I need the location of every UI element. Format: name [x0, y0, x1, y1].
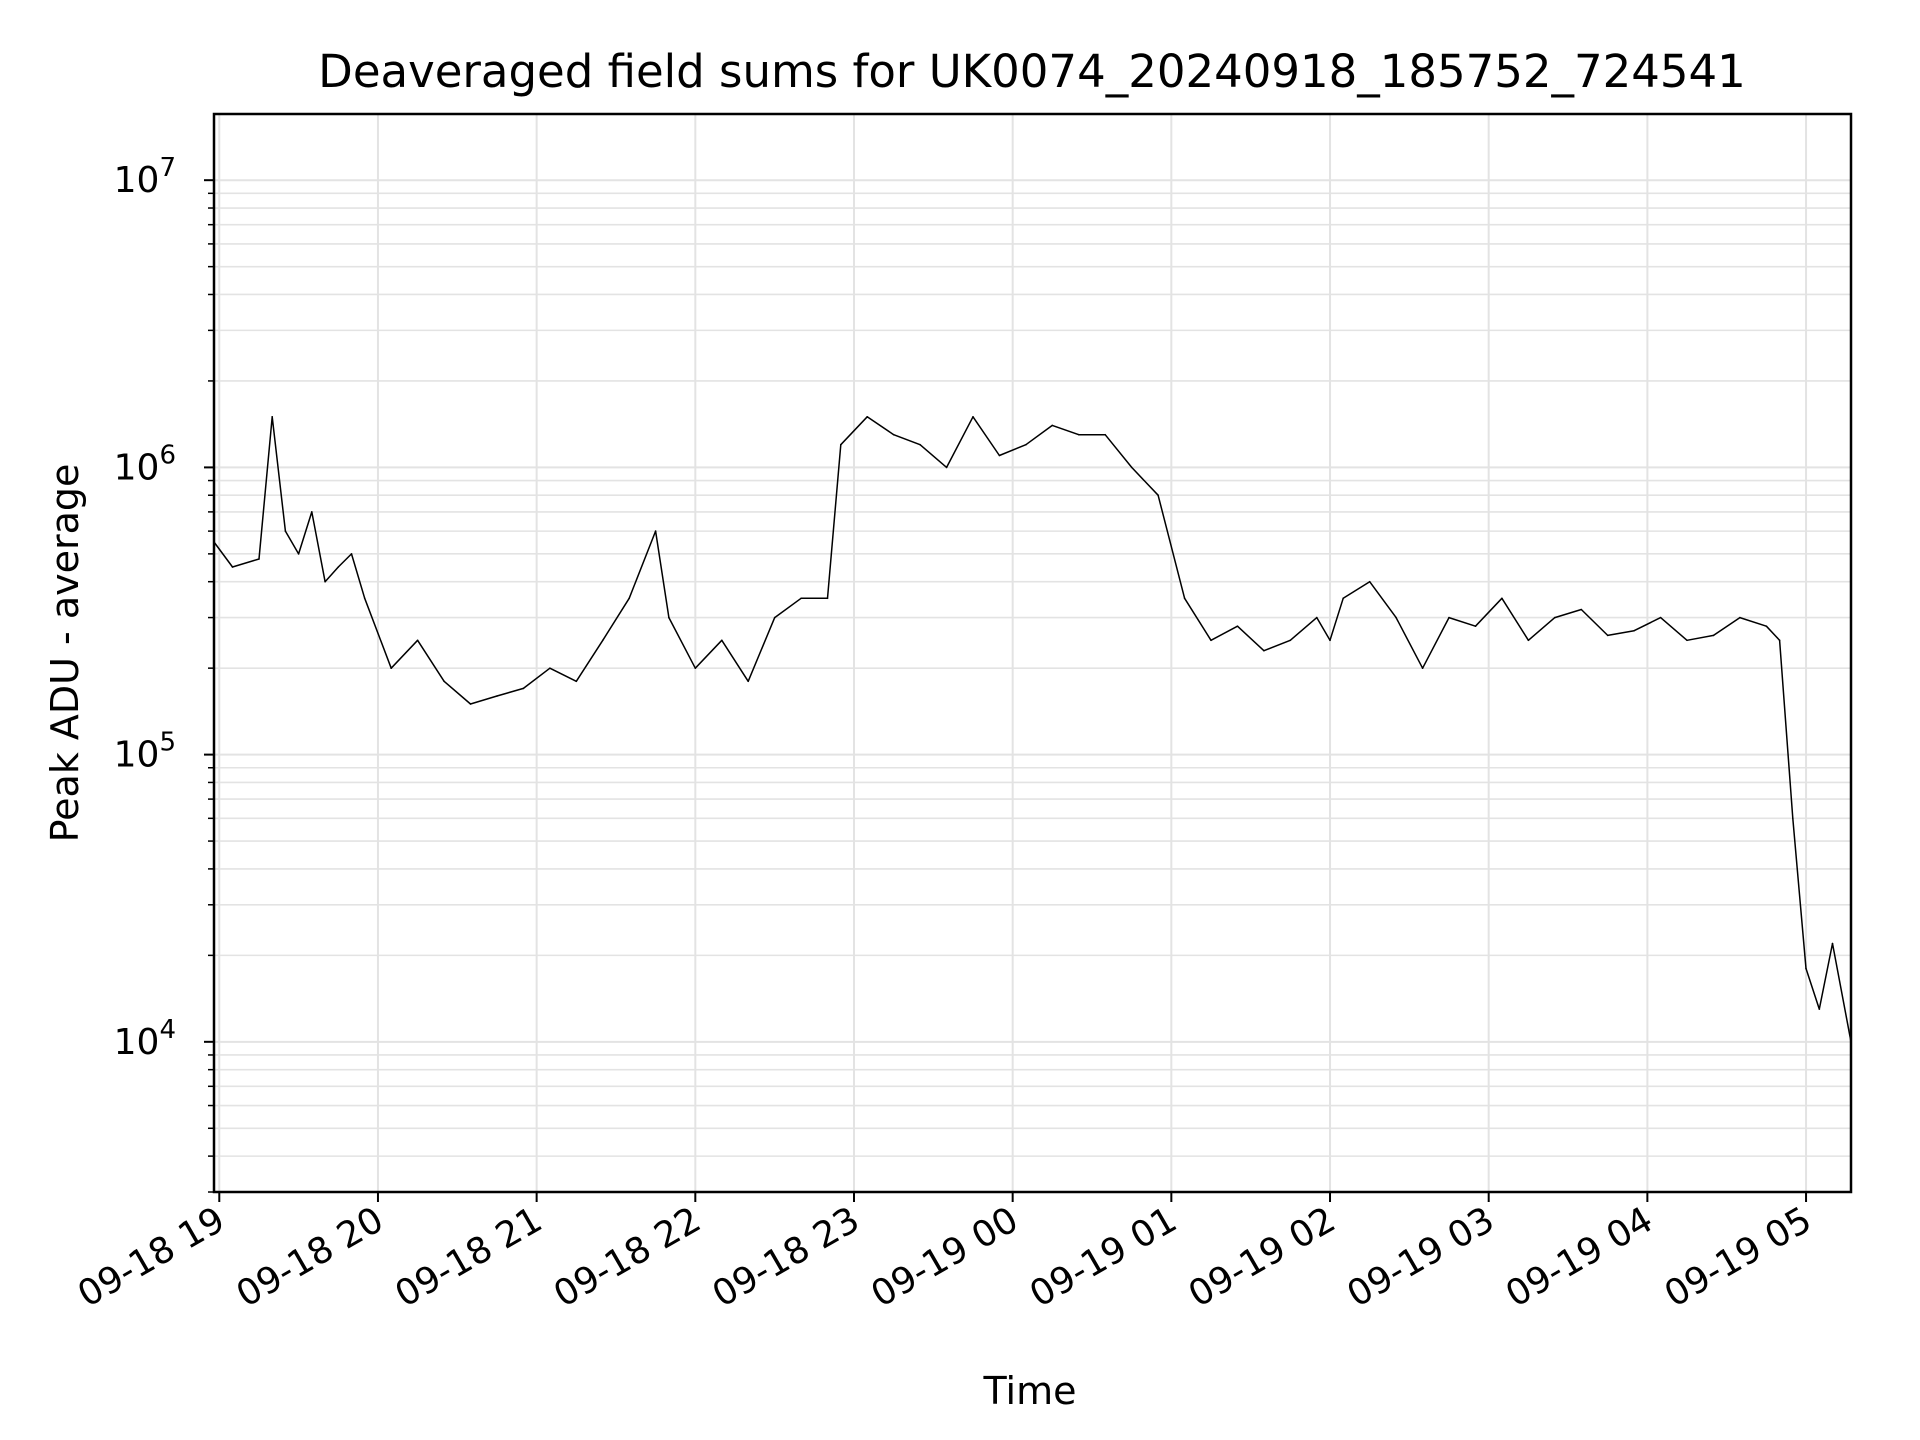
data-point [1263, 649, 1265, 652]
data-point [747, 680, 749, 683]
data-point [1606, 634, 1609, 637]
data-point [1818, 1008, 1821, 1010]
data-point [1236, 625, 1239, 627]
data-point [972, 416, 974, 418]
data-point [1316, 616, 1318, 619]
data-point [602, 639, 604, 642]
y-tick-label: 107 [114, 153, 176, 201]
data-point [390, 667, 393, 669]
data-point [919, 443, 921, 446]
data-point [496, 695, 498, 697]
data-point [1633, 629, 1635, 632]
data-point [1805, 967, 1807, 970]
data-point [1025, 443, 1027, 446]
y-tick-label: 106 [114, 440, 176, 488]
data-point [1765, 625, 1768, 627]
data-point [773, 616, 776, 619]
data-point [575, 680, 578, 683]
data-point [522, 687, 525, 690]
data-point [324, 580, 326, 583]
y-tick-exponent: 7 [159, 153, 176, 183]
data-point [1130, 466, 1133, 469]
grid-lines [214, 114, 1851, 1193]
data-point [1078, 433, 1080, 436]
data-point [1792, 817, 1794, 820]
data-point [1448, 616, 1450, 619]
data-point [311, 511, 313, 513]
data-point [866, 416, 868, 418]
data-point [1183, 597, 1186, 600]
data-point [1342, 597, 1344, 600]
y-tick-base: 10 [114, 1022, 160, 1063]
data-point [1051, 424, 1054, 427]
data-point [1474, 625, 1477, 627]
y-tick-label: 104 [114, 1015, 176, 1063]
y-axis-title: Peak ADU - average [43, 464, 87, 843]
data-point [1580, 608, 1583, 611]
data-point [694, 667, 697, 669]
data-point [350, 553, 353, 555]
y-tick-base: 10 [114, 735, 160, 776]
data-point [1289, 639, 1292, 642]
data-point [1554, 616, 1556, 619]
data-point [1712, 634, 1715, 637]
data-point [1659, 616, 1662, 619]
data-point [443, 680, 445, 683]
data-point [284, 530, 287, 532]
data-point [337, 566, 340, 568]
data-point [1368, 580, 1371, 583]
y-tick-exponent: 4 [159, 1015, 176, 1045]
data-point [363, 597, 366, 600]
data-point [945, 466, 948, 469]
data-point [416, 639, 419, 642]
data-point [1329, 639, 1331, 642]
data-point [271, 416, 274, 418]
data-point [998, 454, 1001, 457]
data-point [892, 433, 895, 436]
data-point [668, 616, 670, 619]
series-layer [213, 416, 1852, 1043]
plot-area-frame [212, 112, 1853, 1194]
data-point [1831, 942, 1834, 945]
data-point [1686, 639, 1688, 642]
y-tick-exponent: 6 [159, 440, 176, 470]
data-point [1501, 597, 1503, 600]
data-point [258, 558, 260, 560]
chart-title: Deaveraged field sums for UK0074_2024091… [318, 45, 1746, 98]
series-line [213, 416, 1852, 1042]
data-point [1778, 639, 1781, 642]
data-point [1527, 639, 1530, 642]
data-point [628, 597, 630, 600]
y-tick-base: 10 [114, 447, 160, 488]
y-tick-exponent: 5 [159, 728, 176, 758]
data-point [1739, 616, 1741, 619]
data-point [297, 553, 300, 555]
data-point [1421, 667, 1424, 669]
x-axis-title: Time [983, 1369, 1077, 1413]
data-point [654, 530, 657, 532]
y-tick-label: 105 [114, 728, 176, 776]
data-point [800, 597, 802, 600]
data-point [826, 597, 829, 600]
data-point [840, 443, 842, 446]
data-point [469, 703, 472, 705]
data-point [1104, 433, 1106, 436]
data-point [549, 667, 551, 669]
data-point [721, 639, 723, 642]
data-point [1210, 639, 1212, 642]
data-point [1395, 616, 1397, 619]
data-point [231, 566, 234, 568]
data-point [1157, 494, 1159, 497]
y-tick-base: 10 [114, 160, 160, 201]
